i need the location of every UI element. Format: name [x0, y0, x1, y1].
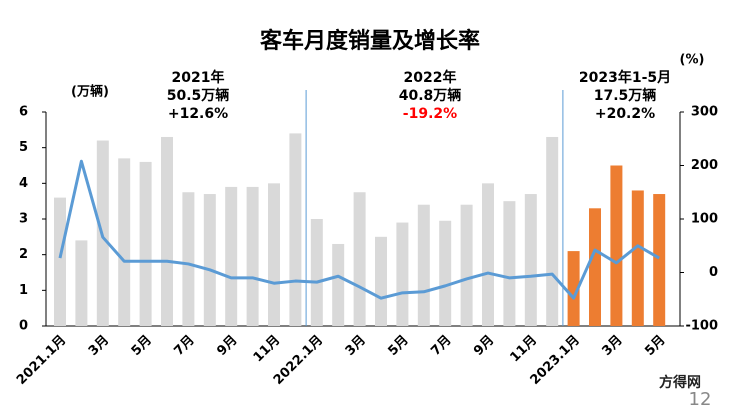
- x-tick-label: 3月: [86, 333, 112, 359]
- y-tick-label: 2: [19, 247, 28, 262]
- bar: [203, 194, 216, 326]
- page-number: 12: [689, 389, 712, 410]
- y2-tick-label: 0: [709, 265, 718, 280]
- bar: [161, 136, 173, 326]
- y2-unit: (%): [680, 53, 705, 68]
- bar: [439, 220, 452, 326]
- bar: [332, 243, 345, 326]
- y2-tick-label: 200: [691, 158, 718, 173]
- bar: [396, 222, 409, 326]
- bar: [268, 183, 280, 326]
- y-tick-label: 4: [19, 176, 28, 191]
- bar: [653, 194, 666, 326]
- period-annotation: 2023年1-5月: [579, 69, 671, 86]
- x-tick-label: 5月: [386, 333, 412, 359]
- bar: [524, 194, 537, 326]
- y-tick-label: 5: [19, 140, 28, 155]
- bar: [589, 208, 601, 326]
- y-tick-label: 0: [19, 319, 28, 334]
- bar: [482, 183, 494, 326]
- y-tick-label: 1: [19, 283, 28, 298]
- watermark: 方得网: [659, 374, 701, 391]
- period-annotation: +20.2%: [595, 106, 655, 122]
- y-tick-label: 6: [19, 105, 28, 120]
- x-tick-label: 5月: [642, 333, 668, 359]
- bar: [289, 133, 302, 326]
- y2-tick-label: 300: [691, 105, 718, 120]
- bar: [75, 240, 88, 326]
- bar: [182, 192, 195, 326]
- bar: [54, 197, 66, 326]
- x-tick-label: 3月: [600, 333, 626, 359]
- x-tick-label: 5月: [129, 333, 155, 359]
- x-tick-label: 2021.1月: [14, 333, 69, 388]
- bar: [139, 161, 152, 326]
- bar: [417, 204, 430, 326]
- bar: [567, 251, 580, 326]
- period-annotation: 2021年: [172, 69, 225, 86]
- x-tick-label: 9月: [471, 333, 497, 359]
- x-tick-label: 9月: [214, 333, 240, 359]
- bar: [353, 192, 366, 326]
- period-annotation: 40.8万辆: [399, 87, 462, 104]
- period-annotation: 2022年: [404, 69, 457, 86]
- bar: [375, 236, 387, 326]
- line: [58, 159, 660, 300]
- y2-tick-label: -100: [685, 319, 718, 334]
- bar: [610, 165, 623, 326]
- x-tick-label: 11月: [251, 333, 284, 366]
- y-unit: (万辆): [71, 84, 109, 100]
- bar: [246, 186, 259, 326]
- x-tick-label: 7月: [428, 333, 454, 359]
- period-annotation: +12.6%: [168, 106, 228, 122]
- y2-tick-label: 100: [691, 212, 718, 227]
- period-annotation: 17.5万辆: [594, 87, 657, 104]
- bar: [118, 158, 131, 326]
- bar: [503, 201, 516, 326]
- bar: [225, 186, 238, 326]
- x-tick-label: 11月: [508, 333, 541, 366]
- bar: [631, 190, 644, 326]
- chart-title: 客车月度销量及增长率: [260, 28, 480, 54]
- x-tick-label: 3月: [343, 333, 369, 359]
- bar: [546, 136, 559, 326]
- period-annotation: 50.5万辆: [167, 87, 230, 104]
- period-annotation: -19.2%: [403, 106, 457, 122]
- y-tick-label: 3: [19, 212, 28, 227]
- bar: [460, 204, 473, 326]
- x-tick-label: 7月: [172, 333, 198, 359]
- bar: [310, 219, 323, 326]
